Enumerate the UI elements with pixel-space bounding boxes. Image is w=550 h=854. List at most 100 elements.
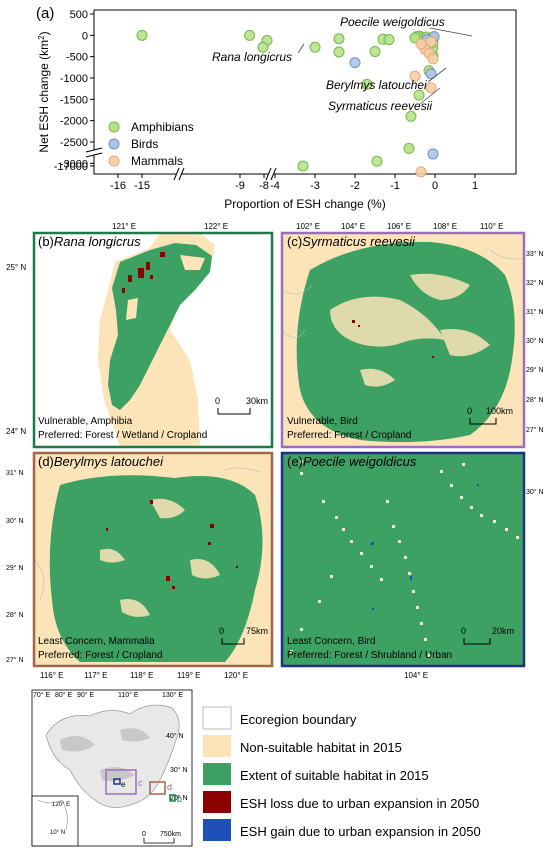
lat-label: 27° N xyxy=(6,656,24,664)
pointer-syrmaticus xyxy=(419,87,441,105)
point-amphibians xyxy=(309,41,321,53)
lat-label: 24° N xyxy=(6,427,26,436)
y-tick-label: 500 xyxy=(70,9,88,21)
y-tick-label: -17000 xyxy=(54,161,88,173)
overview-scale-bar xyxy=(143,838,175,844)
lon-label: 121° E xyxy=(112,222,136,231)
point-mammals xyxy=(409,70,421,82)
esh-loss-patches xyxy=(352,320,434,358)
map-b-preferred: Preferred: Forest / Wetland / Cropland xyxy=(38,430,207,441)
legend-nonsuitable: Non-suitable habitat in 2015 xyxy=(240,740,402,755)
y-tick-label: -2000 xyxy=(60,116,88,128)
map-e-status: Least Concern, Bird xyxy=(287,636,375,647)
plot-frame xyxy=(93,9,517,175)
non-suitable-patches xyxy=(100,498,220,617)
axis-ticks: -16 -15 -9 -8 -4 -3 -2 -1 0 1 500 0 -500 -1000 -1500 -2… xyxy=(54,9,478,192)
scale-end: 20km xyxy=(492,626,514,636)
lat-label: 40° N xyxy=(166,732,184,740)
legend-label-birds: Birds xyxy=(131,137,158,151)
overview-map-china: 70° E 80° E 90° E 110° E 130° E 40° N 30… xyxy=(31,689,193,847)
x-axis-break-1 xyxy=(173,167,185,181)
lon-label: 110° E xyxy=(118,691,139,699)
pointer-poecile xyxy=(429,27,473,37)
china-outline xyxy=(45,704,180,808)
x-tick-label: -9 xyxy=(235,180,245,192)
lat-label: 20° N xyxy=(170,794,188,802)
x-axis-break-2 xyxy=(265,167,277,181)
point-amphibians xyxy=(403,142,415,154)
locator-box-c xyxy=(105,769,137,795)
map-d-berylmys-latouchei: 31° N 30° N 29° N 28° N 27° N (d)Berylmy… xyxy=(6,451,274,680)
suitable-habitat xyxy=(282,453,524,666)
point-birds xyxy=(427,148,439,160)
panel-a-tag: (a) xyxy=(36,5,54,22)
map-d-frame xyxy=(32,451,274,668)
ecoregion-lines xyxy=(33,467,261,601)
map-e-scale-bar xyxy=(463,638,491,645)
y-tick-label: -2500 xyxy=(60,137,88,149)
lon-label: 122° E xyxy=(204,222,228,231)
point-amphibians xyxy=(361,78,373,90)
lat-label: 29° N xyxy=(6,564,24,572)
y-axis-break xyxy=(85,147,103,158)
legend-marker-mammals xyxy=(108,155,120,167)
label-poecile: Poecile weigoldicus xyxy=(340,15,445,29)
point-amphibians xyxy=(333,33,345,45)
map-e-frame xyxy=(280,451,526,668)
label-syrmaticus: Syrmaticus reevesii xyxy=(328,99,432,113)
locator-box-e xyxy=(113,778,121,785)
sea-area xyxy=(34,233,160,447)
map-e-tag: (e)Poecile weigoldicus xyxy=(287,454,417,469)
x-tick-label: -1 xyxy=(390,180,400,192)
swatch-loss xyxy=(203,791,231,813)
x-tick-label: 1 xyxy=(472,180,478,192)
lon-label: 104° E xyxy=(404,671,428,680)
lat-label: 28° N xyxy=(6,611,24,619)
x-tick-label: -2 xyxy=(350,180,360,192)
point-mammals xyxy=(415,166,427,178)
point-mammals xyxy=(425,36,437,48)
lat-label: 28° N xyxy=(526,396,544,404)
legend-marker-amphibians xyxy=(108,121,120,133)
point-birds xyxy=(425,68,437,80)
point-mammals xyxy=(427,53,439,65)
point-amphibians xyxy=(413,89,425,101)
map-b-frame xyxy=(32,231,274,449)
lon-label: 106° E xyxy=(387,222,411,231)
non-suitable-patch xyxy=(180,255,205,270)
suitable-habitat xyxy=(108,243,212,410)
y-axis-title: Net ESH change (km2) xyxy=(37,31,52,152)
point-amphibians xyxy=(383,34,395,46)
y-tick-label: -500 xyxy=(66,52,88,64)
map-c-preferred: Preferred: Forest / Cropland xyxy=(287,430,412,441)
point-mammals xyxy=(415,38,427,50)
scale-end: 75km xyxy=(246,626,268,636)
swatch-gain xyxy=(203,819,231,841)
x-axis-title: Proportion of ESH change (%) xyxy=(224,197,385,211)
scale-end: 30km xyxy=(246,396,268,406)
data-points xyxy=(136,29,440,178)
map-c-tag: (c)Syrmaticus reevesii xyxy=(287,234,416,249)
map-c-scale-bar xyxy=(469,418,497,425)
map-d-status: Least Concern, Mammalia xyxy=(38,636,155,647)
lon-label: 117° E xyxy=(84,671,108,680)
lat-label: 29° N xyxy=(526,366,544,374)
locator-box-b xyxy=(169,794,176,802)
lat-label: 33° N xyxy=(526,250,544,258)
lon-label: 116° E xyxy=(40,671,64,680)
x-tick-label: -16 xyxy=(110,180,126,192)
map-d-preferred: Preferred: Forest / Cropland xyxy=(38,650,163,661)
locator-label-c: c xyxy=(138,778,143,788)
inset-coastline xyxy=(37,799,68,831)
non-suitable-patches xyxy=(330,273,490,387)
scale-zero: 0 xyxy=(467,406,472,416)
x-tick-label: -8 xyxy=(259,180,269,192)
lon-label: 102° E xyxy=(296,222,320,231)
point-amphibians xyxy=(369,46,381,58)
lon-label: 119° E xyxy=(177,671,201,680)
point-amphibians xyxy=(257,41,269,53)
y-tick-label: -1500 xyxy=(60,94,88,106)
legend-marker-birds xyxy=(108,138,120,150)
scale-end: 100km xyxy=(486,406,513,416)
y-tick-label: 0 xyxy=(82,30,88,42)
